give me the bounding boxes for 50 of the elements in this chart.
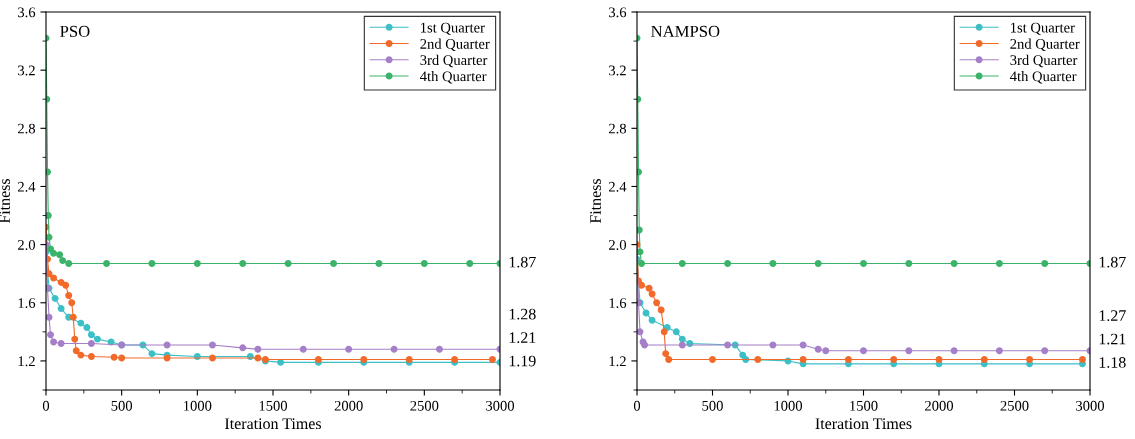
x-tick-label: 2500	[1000, 400, 1029, 411]
y-tick-label: 2.8	[608, 123, 627, 134]
y-tick-label: 1.6	[609, 298, 627, 309]
x-tick-label: 1500	[259, 400, 288, 411]
text: 1.87	[1099, 256, 1126, 268]
legend-label: 2nd Quarter	[1010, 38, 1080, 52]
y-axis-title: Fitness	[0, 178, 10, 224]
x-axis-title: Iteration Times	[815, 418, 912, 430]
legend-label: 1st Quarter	[421, 22, 485, 35]
x-tick-label: 3000	[486, 400, 515, 411]
x-tick-label: 1000	[184, 400, 212, 411]
text: 1.18	[1099, 357, 1126, 368]
y-tick-label: 1.2	[609, 356, 626, 367]
text: 1.19	[509, 355, 536, 367]
legend-label: 4th Quarter	[1010, 70, 1077, 84]
y-tick-label: 1.6	[18, 298, 36, 309]
text: 1.87	[509, 256, 536, 268]
text: PSO	[60, 25, 90, 37]
x-tick-label: 0	[633, 400, 641, 411]
text: 1.27	[1099, 310, 1126, 322]
x-tick-label: 2000	[334, 400, 363, 411]
legend-label: 4th Quarter	[420, 70, 487, 84]
x-tick-label: 2000	[925, 400, 954, 411]
y-tick-label: 1.2	[18, 356, 35, 367]
y-tick-label: 3.2	[18, 65, 35, 76]
x-tick-label: 2500	[410, 400, 439, 411]
legend-label: 3rd Quarter	[1010, 54, 1078, 68]
x-tick-label: 0	[42, 400, 50, 411]
x-tick-label: 500	[111, 400, 133, 411]
y-tick-label: 2.8	[17, 123, 36, 134]
x-axis-title: Iteration Times	[224, 418, 322, 430]
legend-label: 2nd Quarter	[420, 38, 490, 52]
y-tick-label: 3.2	[609, 65, 626, 76]
y-tick-label: 2.4	[17, 181, 36, 192]
x-tick-label: 1000	[774, 400, 803, 411]
y-tick-label: 2.0	[17, 239, 36, 250]
y-tick-label: 2.4	[608, 181, 627, 192]
x-tick-label: 3000	[1076, 400, 1105, 411]
legend-label: 3rd Quarter	[420, 54, 488, 68]
y-axis-title: Fitness	[590, 178, 601, 224]
text: 1.21	[1099, 333, 1126, 345]
text: 1.21	[509, 332, 536, 344]
x-tick-label: 1500	[850, 400, 878, 411]
y-tick-label: 3.6	[609, 7, 627, 18]
y-tick-label: 3.6	[18, 7, 36, 18]
text: 1.28	[509, 308, 536, 320]
legend-label: 1st Quarter	[1011, 22, 1075, 35]
text: NAMPSO	[651, 25, 720, 37]
y-tick-label: 2.0	[608, 239, 627, 250]
x-tick-label: 500	[702, 400, 723, 411]
